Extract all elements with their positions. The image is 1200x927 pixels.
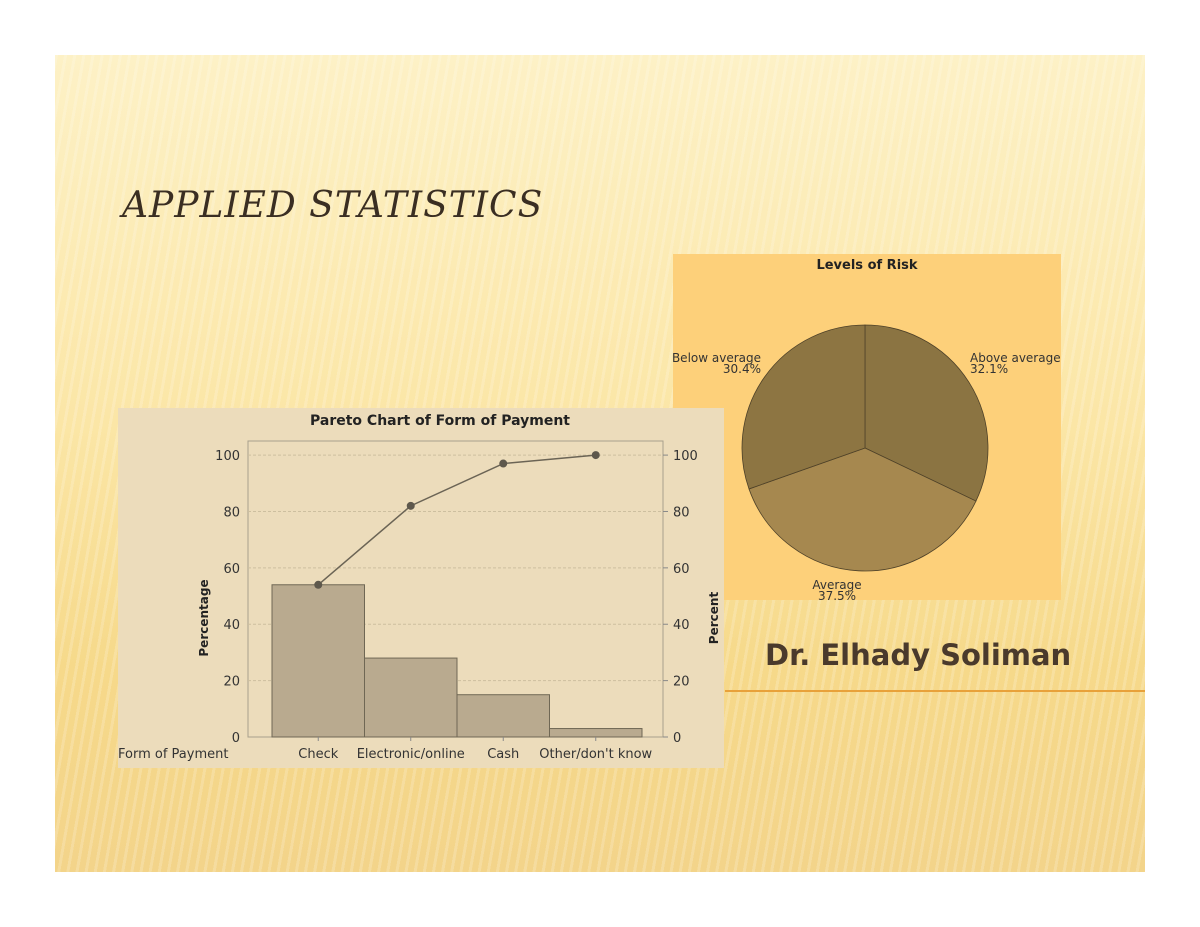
pareto-chart-panel: Pareto Chart of Form of Payment 0 0 20 20 40… <box>118 408 724 768</box>
y-tick-label: 0 <box>232 731 240 746</box>
cumulative-point <box>499 459 508 468</box>
x-tick-label: Check <box>298 747 338 762</box>
divider-line <box>725 690 1145 692</box>
y-tick-label: 100 <box>215 449 240 464</box>
bar <box>549 728 643 738</box>
y-tick-label: 40 <box>223 618 240 633</box>
y2-tick-label: 0 <box>673 731 681 746</box>
y2-tick-label: 80 <box>673 505 690 520</box>
bar <box>364 657 458 738</box>
pareto-title: Pareto Chart of Form of Payment <box>310 413 570 429</box>
cumulative-point <box>591 451 600 460</box>
author-name: Dr. Elhady Soliman <box>765 638 1072 672</box>
y2-axis-label: Percent <box>707 592 721 645</box>
pie-chart-panel: Levels of Risk Above average 32.1% Average… <box>672 254 1061 603</box>
cumulative-line <box>317 454 596 586</box>
slice-label: Below average <box>673 351 761 365</box>
x-tick-label: Cash <box>487 747 519 762</box>
bar <box>456 694 550 738</box>
slice-value: 37.5% <box>818 589 856 600</box>
slice-label: Above average <box>970 351 1061 365</box>
pie-slice <box>748 447 977 572</box>
x-tick-label: Other/don't know <box>539 747 652 762</box>
slice-label: Average <box>812 578 861 592</box>
slice-value: 30.4% <box>723 362 761 376</box>
y2-tick-label: 100 <box>673 449 698 464</box>
cumulative-point <box>314 580 323 589</box>
y-tick-label: 80 <box>223 505 240 520</box>
y2-tick-label: 60 <box>673 562 690 577</box>
pie-slice <box>864 324 989 502</box>
x-tick-label: Electronic/online <box>357 747 465 762</box>
pie-slice <box>741 324 866 490</box>
y-tick-label: 20 <box>223 675 240 690</box>
pareto-chart: Pareto Chart of Form of Payment 0 0 20 20 40… <box>118 413 721 762</box>
x-axis-label: Form of Payment <box>118 747 228 762</box>
y-axis-label: Percentage <box>197 579 211 656</box>
slide-title: APPLIED STATISTICS <box>122 185 544 226</box>
cumulative-point <box>406 501 415 510</box>
y2-tick-label: 20 <box>673 675 690 690</box>
bar <box>271 584 365 738</box>
pie-title: Levels of Risk <box>816 258 917 273</box>
y2-tick-label: 40 <box>673 618 690 633</box>
y-tick-label: 60 <box>223 562 240 577</box>
slice-value: 32.1% <box>970 362 1008 376</box>
